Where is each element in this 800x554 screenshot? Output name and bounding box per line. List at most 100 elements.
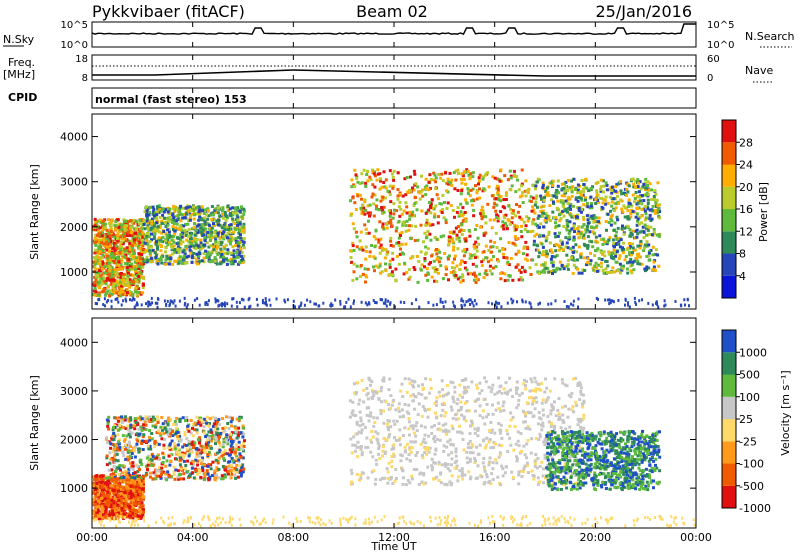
power-echo-cell — [623, 226, 627, 230]
power-echo-cell — [352, 248, 356, 252]
power-echo-cell — [386, 250, 390, 254]
power-echo-cell — [373, 269, 376, 273]
power-echo-cell — [539, 197, 543, 201]
power-echo-cell — [101, 219, 105, 223]
power-echo-cell — [453, 254, 457, 258]
power-echo-cell — [484, 215, 488, 219]
velocity-echo-cell — [129, 514, 133, 518]
power-echo-cell — [93, 293, 97, 297]
power-echo-cell — [112, 278, 116, 282]
power-echo-cell — [377, 240, 381, 244]
power-echo-cell — [188, 245, 192, 249]
power-echo-cell — [560, 194, 564, 198]
power-echo-cell — [188, 248, 192, 252]
power-echo-cell — [128, 285, 131, 289]
power-echo-cell — [145, 216, 149, 220]
power-echo-cell — [374, 264, 378, 268]
power-echo-cell — [657, 235, 661, 238]
velocity-echo-cell — [142, 427, 146, 431]
power-echo-cell — [623, 215, 627, 219]
velocity-echo-cell — [92, 484, 96, 488]
power-groundscatter-cell — [104, 304, 106, 308]
power-echo-cell — [222, 255, 225, 259]
power-echo-cell — [132, 218, 136, 222]
velocity-echo-cell — [228, 448, 232, 452]
velocity-echo-cell — [190, 466, 194, 470]
power-echo-cell — [181, 256, 185, 260]
power-echo-cell — [351, 244, 355, 248]
freq-unit: [MHz] — [3, 68, 35, 81]
power-echo-cell — [638, 201, 642, 205]
power-echo-cell — [219, 255, 223, 258]
power-echo-cell — [187, 219, 191, 223]
power-echo-cell — [97, 269, 101, 273]
power-echo-cell — [541, 250, 545, 254]
power-echo-cell — [140, 238, 144, 242]
power-echo-cell — [639, 199, 642, 203]
power-groundscatter-cell — [214, 300, 217, 304]
power-echo-cell — [409, 189, 412, 193]
power-groundscatter-cell — [604, 298, 607, 302]
velocity-echo-cell — [242, 441, 245, 445]
velocity-echo-cell — [132, 508, 136, 512]
power-echo-cell — [101, 228, 105, 232]
power-echo-cell — [652, 260, 656, 264]
power-echo-cell — [555, 206, 559, 210]
power-echo-cell — [200, 231, 204, 235]
power-groundscatter-cell — [439, 300, 442, 304]
velocity-echo-cell — [112, 488, 116, 492]
power-echo-cell — [157, 236, 161, 240]
power-echo-cell — [94, 271, 98, 275]
power-groundscatter-cell — [122, 299, 125, 303]
power-echo-cell — [448, 231, 452, 234]
power-echo-cell — [114, 224, 117, 228]
power-echo-cell — [642, 199, 646, 202]
power-echo-cell — [570, 190, 574, 194]
power-echo-cell — [355, 264, 359, 268]
power-echo-cell — [94, 278, 98, 282]
power-groundscatter-cell — [133, 305, 136, 309]
power-echo-cell — [189, 208, 193, 212]
power-echo-cell — [107, 262, 111, 266]
power-echo-cell — [654, 192, 658, 196]
power-echo-cell — [657, 264, 661, 268]
power-echo-cell — [470, 203, 474, 207]
power-groundscatter-cell — [547, 302, 550, 306]
power-echo-cell — [551, 263, 555, 267]
velocity-echo-cell — [112, 450, 115, 454]
velocity-echo-cell — [138, 497, 142, 501]
power-echo-cell — [359, 206, 363, 210]
power-echo-cell — [110, 278, 114, 282]
power-echo-cell — [106, 257, 110, 261]
power-echo-cell — [395, 209, 399, 213]
power-echo-cell — [128, 242, 132, 246]
power-echo-cell — [539, 222, 543, 226]
power-echo-cell — [643, 209, 647, 213]
power-echo-cell — [451, 237, 454, 241]
power-echo-cell — [478, 187, 481, 191]
power-echo-cell — [203, 222, 207, 226]
power-echo-cell — [564, 199, 568, 203]
power-echo-cell — [389, 236, 393, 240]
freq-panel: 18 8 Freq. [MHz] 60 0 Nave — [3, 54, 773, 84]
power-groundscatter-cell — [418, 305, 421, 309]
power-echo-cell — [456, 225, 460, 228]
velocity-echo-cell — [141, 485, 145, 489]
power-echo-cell — [238, 222, 242, 226]
power-echo-cell — [554, 249, 558, 253]
velocity-echo-cell — [105, 495, 109, 499]
power-groundscatter-cell — [570, 302, 572, 306]
power-echo-cell — [379, 271, 382, 275]
power-echo-cell — [635, 212, 639, 216]
power-groundscatter-cell — [381, 298, 384, 302]
power-echo-cell — [564, 185, 568, 189]
power-echo-cell — [387, 221, 390, 225]
power-echo-cell — [439, 176, 443, 180]
power-groundscatter-cell — [471, 300, 474, 304]
power-echo-cell — [122, 273, 126, 277]
power-echo-cell — [225, 262, 229, 266]
power-echo-cell — [657, 233, 661, 237]
power-echo-cell — [531, 222, 535, 226]
power-echo-cell — [373, 193, 377, 197]
power-echo-cell — [597, 200, 601, 204]
